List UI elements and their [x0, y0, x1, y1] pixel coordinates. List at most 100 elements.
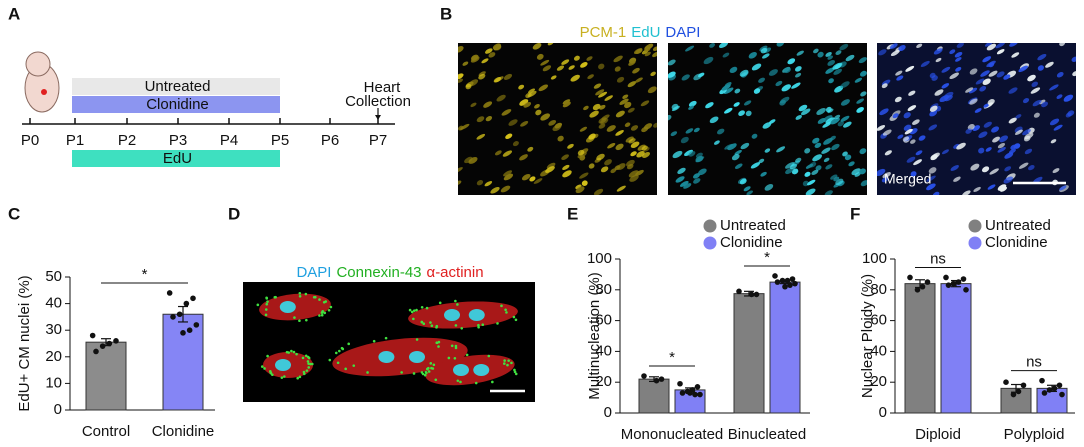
nucleus: [640, 100, 650, 107]
nucleus: [920, 60, 930, 67]
nucleus: [982, 56, 992, 63]
cell: [408, 301, 518, 329]
junction: [307, 362, 310, 365]
nucleus: [532, 43, 542, 50]
nucleus: [642, 151, 651, 158]
y-tick-label: 100: [587, 250, 612, 267]
junction: [434, 378, 438, 382]
nucleus: [493, 77, 502, 83]
nucleus: [693, 73, 702, 81]
nucleus: [1041, 101, 1048, 108]
nucleus: [593, 188, 604, 195]
junction: [412, 372, 416, 375]
data-point: [736, 288, 742, 295]
nucleus: [760, 47, 768, 54]
y-axis-label: Nuclear Ploidy (%): [859, 274, 876, 398]
nucleus: [562, 164, 570, 171]
stain-name: DAPI: [296, 264, 331, 281]
nucleus: [1004, 166, 1012, 172]
nucleus: [627, 81, 637, 88]
nucleus: [1059, 43, 1066, 47]
nucleus: [471, 54, 479, 61]
junction: [302, 370, 306, 374]
bar: [162, 313, 204, 411]
nucleus: [955, 66, 962, 72]
data-point: [183, 300, 190, 307]
bar: [638, 378, 670, 414]
x-tick-label: Polyploid: [1004, 426, 1065, 443]
time-label: P7: [369, 132, 387, 149]
junction: [307, 356, 311, 360]
nucleus: [984, 43, 993, 47]
nucleus: [827, 55, 833, 60]
nucleus: [1032, 99, 1042, 107]
junction: [474, 381, 478, 385]
junction: [415, 338, 419, 341]
nucleus: [681, 74, 690, 81]
nucleus: [956, 43, 964, 48]
nucleus: [992, 136, 1001, 143]
nucleus: [738, 110, 745, 116]
junction: [274, 295, 277, 299]
nucleus: [1053, 124, 1063, 131]
junction: [456, 379, 460, 383]
nucleus: [824, 190, 833, 195]
junction: [438, 301, 442, 305]
nucleus: [1033, 176, 1043, 184]
nucleus: [685, 128, 694, 134]
nucleus: [562, 170, 572, 178]
junction: [292, 350, 296, 354]
nucleus: [1022, 98, 1030, 104]
data-point: [1003, 379, 1009, 386]
junction: [456, 303, 459, 306]
nucleus: [953, 176, 961, 182]
nucleus: [950, 165, 959, 171]
nucleus: [598, 123, 606, 129]
data-point: [193, 322, 200, 328]
nucleus: [1009, 43, 1019, 47]
nucleus: [630, 141, 640, 149]
nucleus: [910, 139, 916, 144]
endpoint-label: Collection: [345, 93, 411, 110]
stain-name: α-actinin: [427, 264, 484, 281]
nucleus: [935, 57, 942, 63]
nucleus: [995, 43, 1006, 49]
nucleus: [615, 130, 624, 136]
junction: [311, 362, 314, 366]
junction: [266, 354, 269, 358]
nucleus: [814, 142, 822, 149]
nucleus: [556, 65, 565, 71]
nucleus: [941, 149, 950, 155]
nucleus: [693, 173, 700, 179]
nucleus: [641, 126, 649, 133]
nucleus: [965, 128, 972, 134]
nucleus: [854, 77, 863, 83]
nucleus: [1018, 162, 1029, 169]
nucleus: [458, 78, 463, 83]
nucleus: [928, 124, 938, 131]
nucleus: [668, 114, 672, 121]
junction: [295, 352, 298, 356]
nucleus: [1063, 94, 1074, 102]
nucleus: [915, 150, 923, 156]
nucleus: [751, 63, 762, 71]
pulse-label: EdU: [163, 150, 192, 167]
nucleus: [1003, 74, 1011, 80]
nucleus: [1059, 185, 1067, 191]
bar: [904, 283, 936, 414]
nucleus: [496, 94, 506, 102]
cell-nucleus: [409, 351, 425, 363]
nucleus: [598, 91, 608, 98]
nucleus: [860, 70, 867, 77]
nucleus: [630, 125, 639, 131]
nucleus: [512, 141, 519, 147]
nucleus: [982, 78, 991, 86]
nucleus: [624, 101, 632, 109]
y-tick-label: 0: [879, 404, 887, 421]
nucleus: [1056, 94, 1063, 99]
nucleus: [535, 109, 542, 116]
nucleus: [991, 126, 999, 133]
nucleus: [978, 147, 985, 154]
junction: [454, 344, 458, 348]
nucleus: [538, 84, 549, 92]
